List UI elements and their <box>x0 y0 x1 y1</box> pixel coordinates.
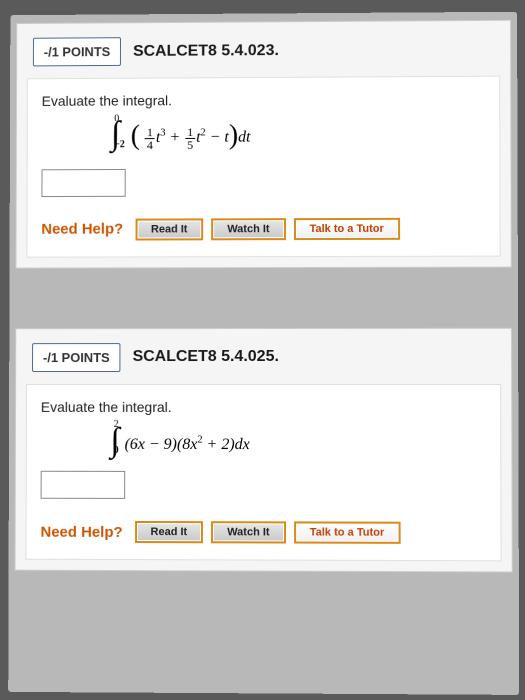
lower-limit: −2 <box>114 140 125 150</box>
talk-to-tutor-button[interactable]: Talk to a Tutor <box>294 218 400 240</box>
answer-input[interactable] <box>41 471 126 499</box>
prompt-text: Evaluate the integral. <box>41 399 486 415</box>
read-it-button[interactable]: Read It <box>135 218 203 240</box>
upper-limit: 2 <box>114 420 119 430</box>
fraction: 1 5 <box>185 126 195 151</box>
math-expression: ∫ 2 0 (6x − 9)(8x2 + 2)dx <box>41 425 486 454</box>
answer-input[interactable] <box>41 169 125 197</box>
points-badge: -/1 POINTS <box>32 343 121 372</box>
help-row: Need Help? Read It Watch It Talk to a Tu… <box>40 511 486 544</box>
watch-it-button[interactable]: Watch It <box>211 218 285 240</box>
question-header: -/1 POINTS SCALCET8 5.4.025. <box>16 329 511 380</box>
help-row: Need Help? Read It Watch It Talk to a Tu… <box>41 207 485 240</box>
upper-limit: 0 <box>114 114 125 124</box>
screen-frame: -/1 POINTS SCALCET8 5.4.023. Evaluate th… <box>8 12 519 695</box>
question-body: Evaluate the integral. ∫ 0 −2 ( 1 4 t3 + <box>26 76 500 258</box>
problem-id: SCALCET8 5.4.023. <box>133 42 279 61</box>
question-body: Evaluate the integral. ∫ 2 0 (6x − 9)(8x… <box>26 384 502 562</box>
content-area: -/1 POINTS SCALCET8 5.4.023. Evaluate th… <box>8 12 519 642</box>
math-expression: ∫ 0 −2 ( 1 4 t3 + 1 5 t2 − t)dt <box>42 117 486 152</box>
problem-id: SCALCET8 5.4.025. <box>133 348 279 366</box>
question-header: -/1 POINTS SCALCET8 5.4.023. <box>17 21 510 75</box>
question-card: -/1 POINTS SCALCET8 5.4.025. Evaluate th… <box>15 328 513 573</box>
points-badge: -/1 POINTS <box>33 37 121 66</box>
watch-it-button[interactable]: Watch It <box>211 522 285 544</box>
read-it-button[interactable]: Read It <box>135 521 204 543</box>
question-card: -/1 POINTS SCALCET8 5.4.023. Evaluate th… <box>15 20 511 269</box>
prompt-text: Evaluate the integral. <box>42 91 486 109</box>
lower-limit: 0 <box>114 446 119 456</box>
talk-to-tutor-button[interactable]: Talk to a Tutor <box>294 522 401 544</box>
fraction: 1 4 <box>145 126 155 151</box>
need-help-label: Need Help? <box>41 221 123 238</box>
need-help-label: Need Help? <box>40 524 122 541</box>
